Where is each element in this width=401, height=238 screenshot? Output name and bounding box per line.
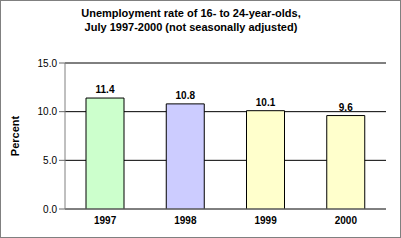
svg-text:9.6: 9.6 xyxy=(339,102,353,113)
svg-text:0.0: 0.0 xyxy=(43,204,57,215)
html-text:July 1997-2000 (not seasonally: July 1997-2000 (not seasonally adjusted) xyxy=(84,21,298,33)
svg-text:1999: 1999 xyxy=(255,215,278,226)
svg-text:1997: 1997 xyxy=(94,215,117,226)
svg-text:1998: 1998 xyxy=(174,215,197,226)
svg-text:15.0: 15.0 xyxy=(38,58,58,69)
svg-text:5.0: 5.0 xyxy=(43,155,57,166)
svg-text:10.1: 10.1 xyxy=(256,97,276,108)
svg-text:10.8: 10.8 xyxy=(176,90,196,101)
svg-text:2000: 2000 xyxy=(335,215,358,226)
html-text:Unemployment rate of 16- to 24: Unemployment rate of 16- to 24-year-olds… xyxy=(81,7,301,19)
svg-text:11.4: 11.4 xyxy=(96,84,115,95)
svg-text:Percent: Percent xyxy=(9,115,21,156)
svg-text:10.0: 10.0 xyxy=(38,106,58,117)
